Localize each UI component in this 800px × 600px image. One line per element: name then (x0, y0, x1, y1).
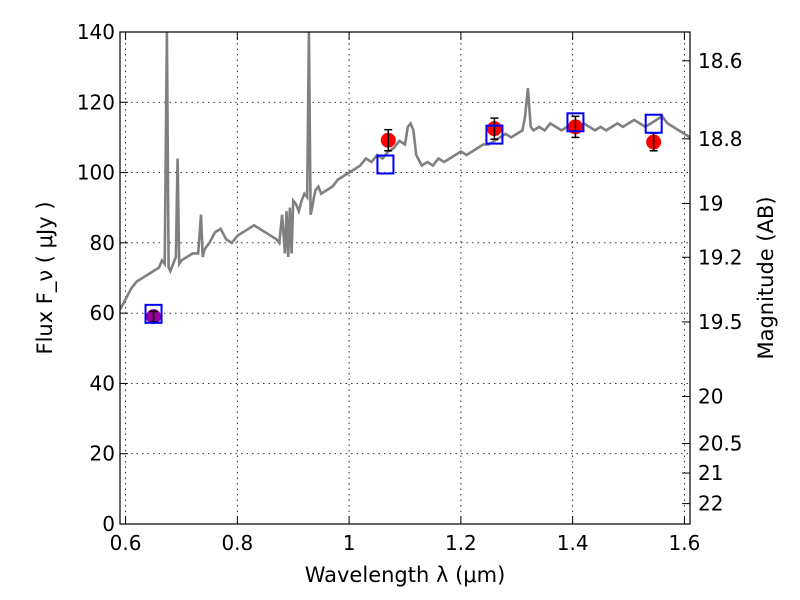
y2-tick-label: 18.6 (698, 49, 743, 73)
axis-ticks (120, 31, 690, 525)
model-point (376, 154, 395, 175)
spectrum-line (120, 32, 690, 311)
y-tick-label: 40 (90, 371, 115, 395)
y-tick-label: 80 (90, 231, 115, 255)
y2-tick-label: 19.5 (698, 310, 743, 334)
y2-axis-label: Magnitude (AB) (754, 196, 778, 359)
model-point (485, 124, 504, 145)
y-tick-label: 0 (102, 512, 115, 536)
y-tick-labels: 0 20 40 60 80 100 120 140 (77, 20, 115, 536)
y-tick-label: 20 (90, 442, 115, 466)
x-tick-label: 1.2 (445, 531, 477, 555)
x-axis-label: Wavelength λ (μm) (305, 563, 506, 587)
observed-photometry-layer (146, 115, 662, 325)
y2-tick-label: 19.2 (698, 245, 743, 269)
y-tick-label: 60 (90, 301, 115, 325)
y2-tick-label: 22 (698, 492, 723, 516)
y-tick-label: 140 (77, 20, 115, 44)
y2-tick-label: 20.5 (698, 432, 743, 456)
model-photometry-layer (144, 112, 663, 324)
y2-tick-label: 19 (698, 191, 723, 215)
y-tick-label: 100 (77, 161, 115, 185)
x-tick-label: 0.8 (221, 531, 253, 555)
spectrum-layer (120, 32, 690, 311)
y-tick-label: 120 (77, 90, 115, 114)
model-point (566, 112, 585, 133)
model-point (644, 113, 663, 134)
x-tick-label: 1.4 (557, 531, 589, 555)
x-tick-label: 1 (343, 531, 356, 555)
y2-tick-label: 21 (698, 461, 723, 485)
x-tick-labels: 0.6 0.8 1 1.2 1.4 1.6 (110, 531, 701, 555)
plot-frame (119, 31, 691, 525)
y-axis-label: Flux F_ν ( μJy ) (33, 201, 58, 354)
y2-tick-label: 18.8 (698, 127, 743, 151)
x-tick-label: 0.6 (110, 531, 142, 555)
y2-tick-labels: 18.6 18.8 19 19.2 19.5 20 20.5 21 22 (698, 49, 743, 516)
y2-tick-label: 20 (698, 384, 723, 408)
model-point (144, 303, 163, 324)
x-tick-label: 1.6 (669, 531, 701, 555)
grid-lines (120, 31, 690, 525)
